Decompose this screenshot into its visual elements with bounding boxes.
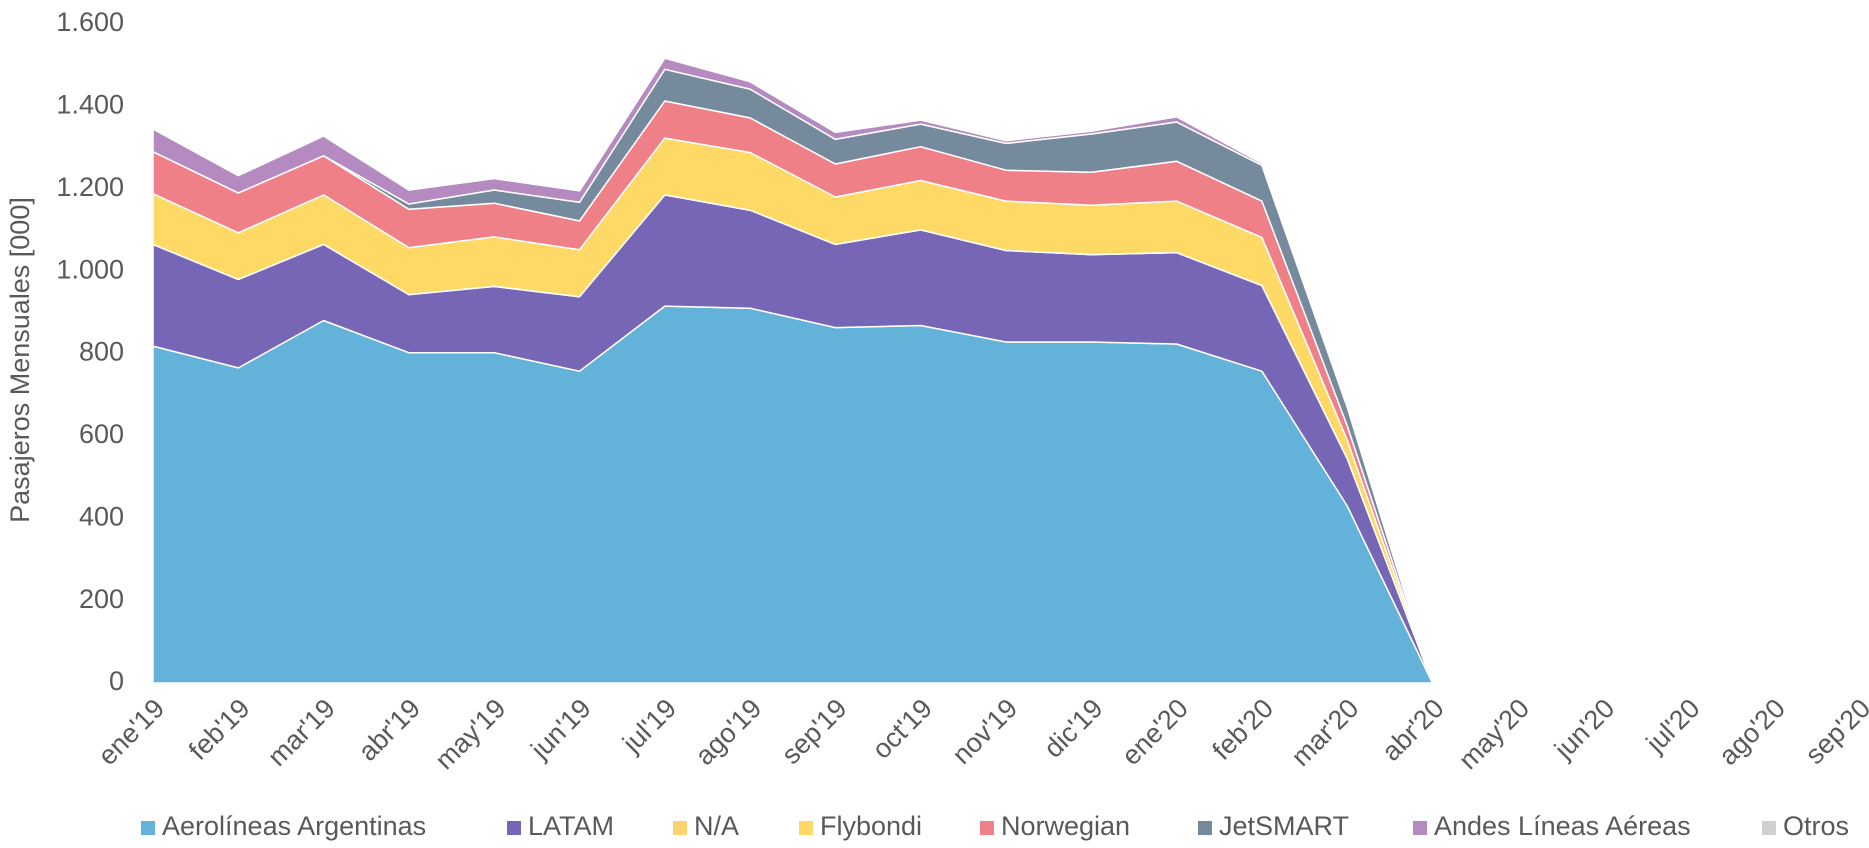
area [152,57,1434,684]
legend-marker [980,821,994,835]
x-tick-label: may'19 [429,693,511,775]
x-tick-label: ago'20 [1713,693,1791,771]
legend-label: N/A [694,811,739,841]
y-tick-label: 1.000 [56,254,124,284]
x-tick-label: ene'20 [1116,693,1194,771]
y-tick-label: 0 [109,666,124,696]
x-tick-label: mar'19 [262,693,341,772]
legend-label: Otros [1783,811,1849,841]
legend-label: JetSMART [1219,811,1349,841]
legend-label: Norwegian [1001,811,1130,841]
x-tick-label: jun'19 [525,693,597,765]
x-tick-label: dic'19 [1038,693,1109,764]
legend-label: Flybondi [820,811,922,841]
legend-label: Andes Líneas Aéreas [1434,811,1691,841]
legend-marker [1762,821,1776,835]
x-tick-label: jul'19 [616,693,682,759]
x-tick-label: nov'19 [946,693,1023,770]
x-tick-label: ago'19 [689,693,767,771]
legend-label: LATAM [528,811,614,841]
x-tick-label: jun'20 [1548,693,1620,765]
x-tick-label: mar'20 [1286,693,1365,772]
y-axis-label: Pasajeros Mensuales [000] [5,197,35,523]
legend-marker [141,821,155,835]
legend-label: Aerolíneas Argentinas [162,811,426,841]
legend-marker [799,821,813,835]
x-tick-label: abr'20 [1376,693,1450,767]
y-tick-label: 800 [79,337,124,367]
y-tick-label: 600 [79,419,124,449]
y-tick-label: 200 [79,584,124,614]
x-tick-label: feb'20 [1207,693,1280,766]
x-tick-label: sep'20 [1799,693,1869,770]
x-tick-label: abr'19 [352,693,426,767]
x-tick-label: oct'19 [866,693,938,765]
y-tick-label: 1.200 [56,172,124,202]
x-tick-label: jul'20 [1640,693,1706,759]
x-tick-label: sep'19 [776,693,853,770]
legend-marker [1413,821,1427,835]
x-tick-label: may'20 [1453,693,1535,775]
y-tick-label: 400 [79,501,124,531]
y-tick-label: 1.600 [56,7,124,37]
y-tick-label: 1.400 [56,90,124,120]
x-tick-label: ene'19 [92,693,170,771]
x-tick-label: feb'19 [183,693,256,766]
legend-marker [1198,821,1212,835]
legend-marker [673,821,687,835]
legend-marker [507,821,521,835]
